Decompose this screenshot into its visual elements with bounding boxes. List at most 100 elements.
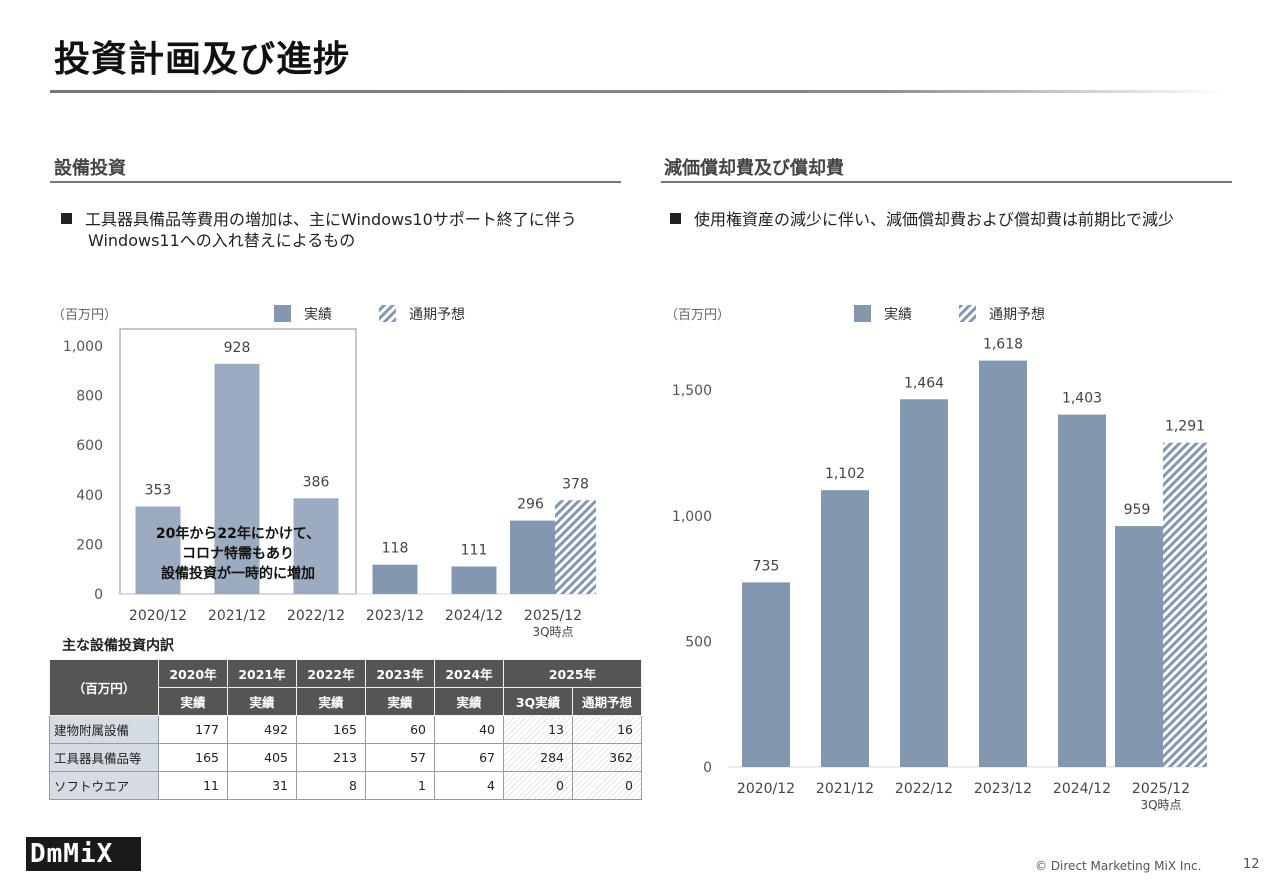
y-tick-label: 800 <box>76 389 103 405</box>
capex-bullet: 工具器具備品等費用の増加は、主にWindows10サポート終了に伴う Windo… <box>61 209 577 251</box>
capex-breakdown-table: （百万円） 2020年 2021年 2022年 2023年 2024年 2025… <box>49 659 642 800</box>
table-row-label: 建物附属設備 <box>49 715 159 744</box>
bar-value-label: 111 <box>461 542 488 558</box>
bar <box>742 582 790 767</box>
depreciation-bullet-text: 使用権資産の減少に伴い、減価償却費および償却費は前期比で減少 <box>694 210 1175 229</box>
legend-forecast-swatch <box>379 305 396 322</box>
x-tick-label: 2021/12 <box>208 608 266 624</box>
title-divider <box>50 90 1225 93</box>
covid-annotation-line: コロナ特需もあり <box>182 545 294 562</box>
bar-value-label: 386 <box>303 474 330 490</box>
x-tick-label: 2024/12 <box>445 608 503 624</box>
legend-forecast-swatch <box>959 305 976 322</box>
page-number: 12 <box>1243 857 1260 872</box>
bar <box>1058 414 1106 767</box>
table-sub-header: 3Q実績 <box>503 687 573 716</box>
table-cell: 67 <box>434 743 504 772</box>
bar <box>979 360 1027 767</box>
y-tick-label: 1,000 <box>672 509 712 525</box>
x-tick-label: 2020/12 <box>129 608 187 624</box>
table-cell: 284 <box>503 743 573 772</box>
bullet-square-icon <box>61 213 72 224</box>
bar <box>451 566 497 594</box>
legend-forecast-label: 通期予想 <box>989 307 1045 323</box>
table-cell: 0 <box>503 771 573 800</box>
bar-value-label: 1,464 <box>904 375 944 391</box>
bar-value-label: 118 <box>382 541 409 557</box>
bar-value-label: 735 <box>753 558 780 574</box>
table-cell: 362 <box>572 743 642 772</box>
table-row-label: ソフトウエア <box>49 771 159 800</box>
depreciation-heading-rule <box>661 181 1232 183</box>
forecast-value-label: 378 <box>562 476 589 492</box>
capex-chart: 0 200 400 600 800 1,000 （百万円） 実績 通期予想 353 2020/12 9… <box>52 305 596 639</box>
legend-actual-label: 実績 <box>304 307 332 323</box>
table-year-header: 2021年 <box>227 659 297 688</box>
table-cell: 60 <box>365 715 435 744</box>
legend-actual-swatch <box>854 305 871 322</box>
bar-value-label: 1,102 <box>825 466 865 482</box>
forecast-value-label: 1,291 <box>1165 419 1205 435</box>
table-sub-header: 実績 <box>296 687 366 716</box>
table-cell: 492 <box>227 715 297 744</box>
table-cell: 13 <box>503 715 573 744</box>
table-year-header: 2022年 <box>296 659 366 688</box>
x-tick-label: 2023/12 <box>974 781 1032 797</box>
depreciation-heading: 減価償却費及び償却費 <box>664 158 844 179</box>
y-tick-label: 500 <box>685 634 712 650</box>
y-tick-label: 200 <box>76 537 103 553</box>
bar-value-label: 1,403 <box>1062 391 1102 407</box>
table-cell: 31 <box>227 771 297 800</box>
company-logo: DmMiX <box>26 837 141 871</box>
x-tick-label: 2023/12 <box>366 608 424 624</box>
table-cell: 11 <box>158 771 228 800</box>
y-tick-label: 400 <box>76 488 103 504</box>
bullet-square-icon <box>670 213 681 224</box>
x-tick-label: 2024/12 <box>1053 781 1111 797</box>
y-tick-label: 1,000 <box>63 339 103 355</box>
table-cell: 0 <box>572 771 642 800</box>
bar-value-label: 296 <box>517 497 544 513</box>
table-cell: 165 <box>158 743 228 772</box>
table-cell: 1 <box>365 771 435 800</box>
table-cell: 4 <box>434 771 504 800</box>
unit-label: （百万円） <box>52 308 117 323</box>
capex-heading: 設備投資 <box>54 158 126 179</box>
table-cell: 177 <box>158 715 228 744</box>
table-cell: 405 <box>227 743 297 772</box>
table-sub-header: 実績 <box>158 687 228 716</box>
forecast-bar <box>555 500 596 594</box>
bar <box>1115 526 1163 767</box>
y-tick-label: 0 <box>703 760 712 776</box>
legend-forecast-label: 通期予想 <box>409 307 465 323</box>
covid-annotation-line: 20年から22年にかけて、 <box>156 525 320 542</box>
bar-value-label: 1,618 <box>983 337 1023 353</box>
depreciation-bullet: 使用権資産の減少に伴い、減価償却費および償却費は前期比で減少 <box>670 209 1174 230</box>
y-tick-label: 1,500 <box>672 383 712 399</box>
table-cell: 16 <box>572 715 642 744</box>
table-cell: 40 <box>434 715 504 744</box>
table-row: 建物附属設備 177 492 165 60 40 13 16 <box>49 715 642 744</box>
table-year-header: 2024年 <box>434 659 504 688</box>
bar-value-label: 928 <box>224 340 251 356</box>
x-tick-label: 2025/12 <box>1132 781 1190 797</box>
legend-actual-swatch <box>274 305 291 322</box>
bar <box>293 498 339 594</box>
bar <box>900 399 948 767</box>
page-title: 投資計画及び進捗 <box>54 39 351 80</box>
x-tick-label: 2021/12 <box>816 781 874 797</box>
x-tick-label: 2022/12 <box>895 781 953 797</box>
table-cell: 8 <box>296 771 366 800</box>
x-sub-label: 3Q時点 <box>1140 798 1181 812</box>
bar <box>135 506 181 594</box>
bar <box>510 520 555 594</box>
bar <box>372 564 418 594</box>
table-year-header: 2025年 <box>503 659 642 688</box>
bar <box>214 363 260 594</box>
legend-actual-label: 実績 <box>884 307 912 323</box>
table-corner: （百万円） <box>49 659 159 716</box>
table-year-header: 2020年 <box>158 659 228 688</box>
table-sub-header: 通期予想 <box>572 687 642 716</box>
table-sub-header: 実績 <box>365 687 435 716</box>
y-tick-label: 0 <box>94 587 103 603</box>
